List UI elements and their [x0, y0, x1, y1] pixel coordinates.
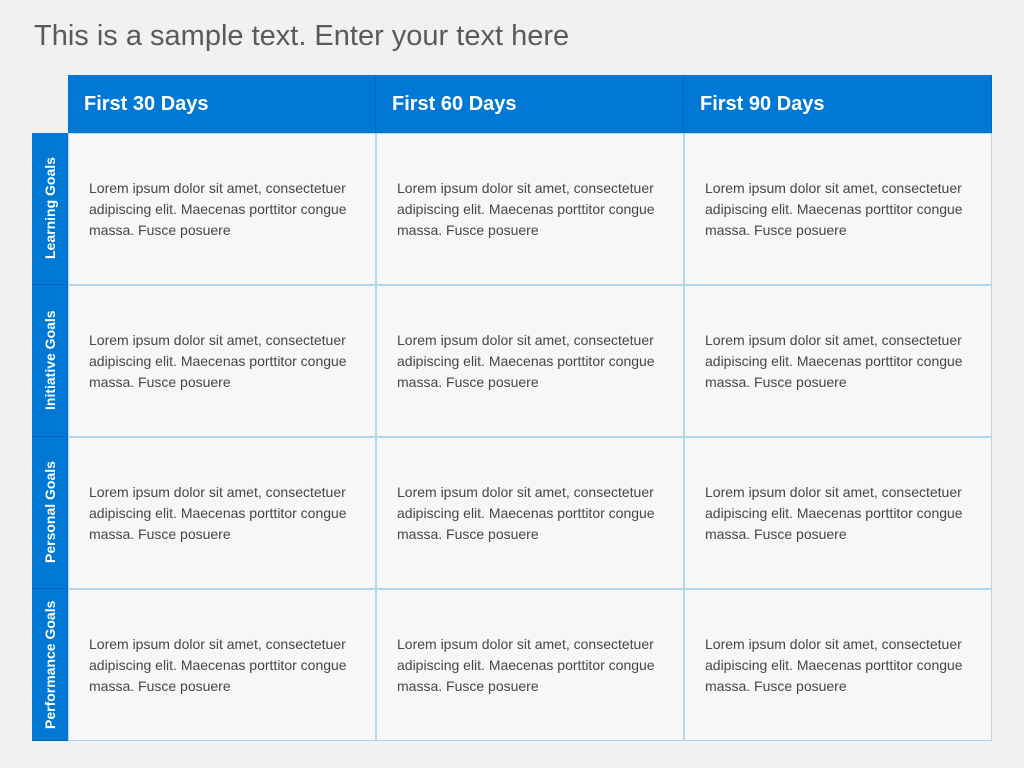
cell-performance-60: Lorem ipsum dolor sit amet, consectetuer…: [376, 589, 684, 741]
cell-learning-90: Lorem ipsum dolor sit amet, consectetuer…: [684, 133, 992, 285]
cell-initiative-60: Lorem ipsum dolor sit amet, consectetuer…: [376, 285, 684, 437]
col-header-30-days: First 30 Days: [68, 75, 376, 133]
col-header-60-days: First 60 Days: [376, 75, 684, 133]
cell-personal-30: Lorem ipsum dolor sit amet, consectetuer…: [68, 437, 376, 589]
row-header-initiative-goals: Initiative Goals: [32, 285, 68, 437]
cell-performance-30: Lorem ipsum dolor sit amet, consectetuer…: [68, 589, 376, 741]
cell-learning-60: Lorem ipsum dolor sit amet, consectetuer…: [376, 133, 684, 285]
cell-initiative-30: Lorem ipsum dolor sit amet, consectetuer…: [68, 285, 376, 437]
slide-title: This is a sample text. Enter your text h…: [34, 20, 1000, 53]
row-header-performance-goals: Performance Goals: [32, 589, 68, 741]
col-header-90-days: First 90 Days: [684, 75, 992, 133]
cell-personal-60: Lorem ipsum dolor sit amet, consectetuer…: [376, 437, 684, 589]
goals-matrix: First 30 Days First 60 Days First 90 Day…: [32, 75, 992, 741]
cell-personal-90: Lorem ipsum dolor sit amet, consectetuer…: [684, 437, 992, 589]
row-header-personal-goals: Personal Goals: [32, 437, 68, 589]
matrix-corner: [32, 75, 68, 133]
row-header-learning-goals: Learning Goals: [32, 133, 68, 285]
cell-initiative-90: Lorem ipsum dolor sit amet, consectetuer…: [684, 285, 992, 437]
cell-performance-90: Lorem ipsum dolor sit amet, consectetuer…: [684, 589, 992, 741]
cell-learning-30: Lorem ipsum dolor sit amet, consectetuer…: [68, 133, 376, 285]
